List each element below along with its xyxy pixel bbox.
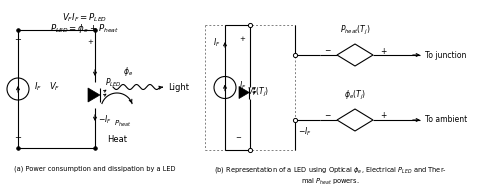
- Text: $V_F I_F = P_{LED}$: $V_F I_F = P_{LED}$: [62, 12, 108, 24]
- Text: (a) Power consumption and dissipation by a LED: (a) Power consumption and dissipation by…: [14, 165, 176, 171]
- Text: $-I_F$: $-I_F$: [98, 114, 112, 126]
- Text: $P_{heat}(T_j)$: $P_{heat}(T_j)$: [340, 24, 370, 37]
- Text: $I_F$: $I_F$: [239, 79, 246, 92]
- Polygon shape: [337, 44, 373, 66]
- Text: $V_F(T_j)$: $V_F(T_j)$: [247, 86, 269, 99]
- Text: (b) Representation of a LED using Optical $\phi_e$, Electrical $P_{LED}$ and The: (b) Representation of a LED using Optica…: [214, 165, 446, 185]
- Text: $P_{heat}$: $P_{heat}$: [114, 119, 132, 129]
- Text: $\phi_e(T_j)$: $\phi_e(T_j)$: [344, 89, 366, 102]
- Text: +: +: [87, 39, 93, 45]
- Text: Light: Light: [168, 83, 189, 92]
- Text: −: −: [324, 46, 330, 56]
- Text: To ambient: To ambient: [425, 115, 467, 125]
- Text: −: −: [235, 135, 241, 141]
- Text: +: +: [14, 36, 21, 45]
- Text: $P_{LED}$: $P_{LED}$: [105, 77, 122, 89]
- Text: $-I_F$: $-I_F$: [298, 126, 312, 139]
- Text: +: +: [380, 46, 386, 56]
- Polygon shape: [337, 109, 373, 131]
- Text: To junction: To junction: [425, 51, 467, 60]
- Text: −: −: [324, 112, 330, 120]
- Text: $V_F$: $V_F$: [50, 81, 60, 93]
- Polygon shape: [239, 87, 249, 98]
- Text: $P_{LED} = \phi_e + P_{heat}$: $P_{LED} = \phi_e + P_{heat}$: [50, 22, 119, 35]
- Polygon shape: [88, 88, 100, 102]
- Text: $I_F$: $I_F$: [212, 37, 220, 49]
- Text: Heat: Heat: [107, 135, 127, 144]
- Text: −: −: [14, 134, 21, 142]
- Text: +: +: [239, 36, 245, 42]
- Text: +: +: [380, 112, 386, 120]
- Text: $I_F$: $I_F$: [34, 81, 42, 93]
- Text: $\phi_e$: $\phi_e$: [123, 65, 133, 78]
